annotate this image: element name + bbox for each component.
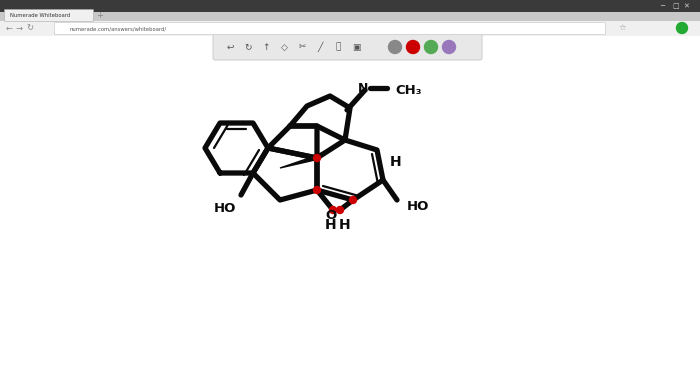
Text: ◇: ◇ [281,43,288,51]
Circle shape [337,207,344,213]
Text: →: → [16,24,23,32]
Text: H: H [326,218,337,232]
Circle shape [349,197,356,203]
Text: ⬜: ⬜ [335,43,341,51]
Polygon shape [205,123,268,173]
Text: ▣: ▣ [351,43,360,51]
Text: Numerade Whiteboard: Numerade Whiteboard [10,13,70,18]
Text: ←: ← [6,24,13,32]
Circle shape [676,22,687,34]
Text: numerade.com/answers/whiteboard/: numerade.com/answers/whiteboard/ [70,26,167,31]
Text: ↻: ↻ [26,24,33,32]
Circle shape [389,40,402,53]
Text: ╱: ╱ [317,42,323,52]
Text: □: □ [672,3,678,9]
FancyBboxPatch shape [4,10,94,21]
Bar [0,0,700,12]
Polygon shape [317,140,383,200]
FancyBboxPatch shape [213,34,482,60]
Polygon shape [268,126,317,158]
Text: O: O [326,208,337,221]
Text: ↑: ↑ [262,43,270,51]
Text: H: H [390,155,402,169]
Bar [0,12,700,21]
Polygon shape [290,96,350,140]
Text: HO: HO [407,200,429,213]
Text: ☆: ☆ [618,24,626,32]
Polygon shape [315,143,343,160]
Circle shape [442,40,456,53]
Circle shape [330,207,337,213]
Circle shape [314,187,321,194]
Text: +: + [96,11,103,20]
Circle shape [314,155,321,162]
Text: ✕: ✕ [683,3,689,9]
Text: H: H [340,218,351,232]
FancyBboxPatch shape [55,22,606,35]
Text: CH₃: CH₃ [395,83,421,96]
Text: ↻: ↻ [244,43,252,51]
Text: HO: HO [214,202,236,215]
Bar [0,21,700,36]
Circle shape [424,40,438,53]
Text: N: N [358,82,368,94]
Circle shape [407,40,419,53]
Polygon shape [253,148,317,200]
Text: ✂: ✂ [298,43,306,51]
Text: ↩: ↩ [226,43,234,51]
Text: ─: ─ [660,3,664,9]
Polygon shape [280,156,315,168]
